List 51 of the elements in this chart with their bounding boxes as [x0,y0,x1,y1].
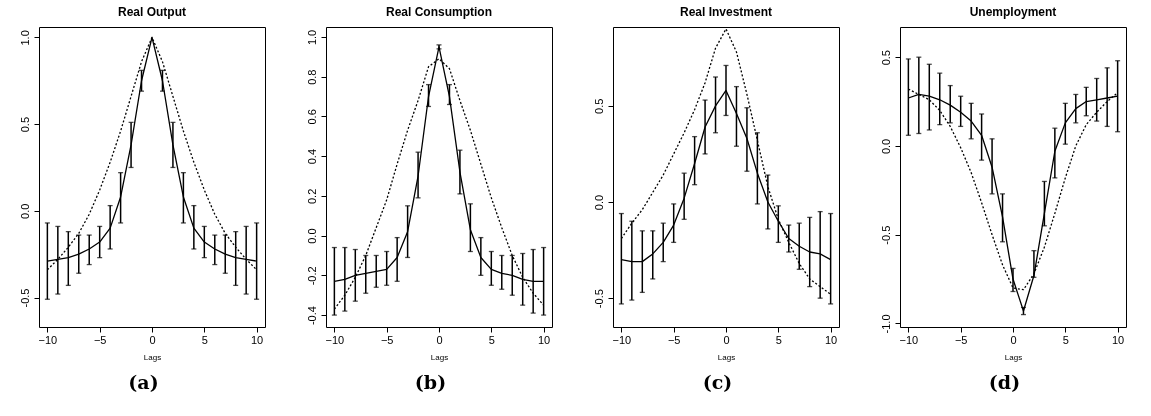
x-tick-label: 10 [824,333,837,346]
x-tick-label: 0 [722,333,730,346]
x-tick-label: −10 [38,333,57,346]
chart-title: Real Output [117,5,186,19]
x-axis-title: Lags [143,352,161,362]
x-axis-title: Lags [1004,352,1022,362]
text: (d) [988,371,1021,393]
x-tick-label: −5 [380,333,393,346]
x-tick-label: 5 [775,333,782,346]
x-tick-label: 5 [1062,333,1069,346]
y-tick-label: -0.5 [18,288,30,308]
chart-title: Real Investment [679,5,772,19]
y-tick-label: 0.8 [305,69,317,85]
x-axis-title: Lags [717,352,735,362]
x-tick-label: 10 [537,333,550,346]
text: (c) [702,371,733,393]
text: (b) [414,371,447,393]
y-tick-label: 0.5 [592,98,604,114]
x-tick-label: 5 [488,333,495,346]
y-tick-label: 0.0 [592,194,604,211]
text: (a) [128,371,159,393]
y-tick-label: 0.5 [18,116,30,133]
x-axis-title: Lags [430,352,448,362]
chart-title: Real Consumption [385,5,492,19]
y-tick-label: -0.5 [879,225,891,245]
x-tick-label: 10 [250,333,263,346]
x-tick-label: 10 [1111,333,1124,346]
y-tick-label: -0.2 [305,266,317,286]
x-tick-label: −10 [325,333,344,346]
y-tick-label: 0.0 [18,203,30,219]
x-tick-label: −10 [612,333,631,346]
y-tick-label: 0.5 [879,50,891,66]
y-tick-label: -0.5 [592,289,604,309]
x-tick-label: 5 [201,333,208,346]
chart-title: Unemployment [969,5,1056,19]
x-tick-label: 0 [148,333,156,346]
x-tick-label: −10 [899,333,918,346]
x-tick-label: 0 [435,333,443,346]
y-tick-label: 0.0 [305,228,317,244]
y-tick-label: -1.0 [879,314,891,334]
y-tick-label: 1.0 [305,29,317,46]
x-tick-label: −5 [954,333,967,346]
y-tick-label: 1.0 [18,30,30,46]
x-tick-label: 0 [1009,333,1017,346]
y-tick-label: 0.6 [305,109,317,125]
x-tick-label: −5 [93,333,106,346]
y-tick-label: 0.2 [305,188,317,205]
y-tick-label: 0.4 [305,148,317,165]
y-tick-label: -0.4 [305,306,317,326]
y-tick-label: 0.0 [879,138,891,155]
x-tick-label: −5 [667,333,680,346]
